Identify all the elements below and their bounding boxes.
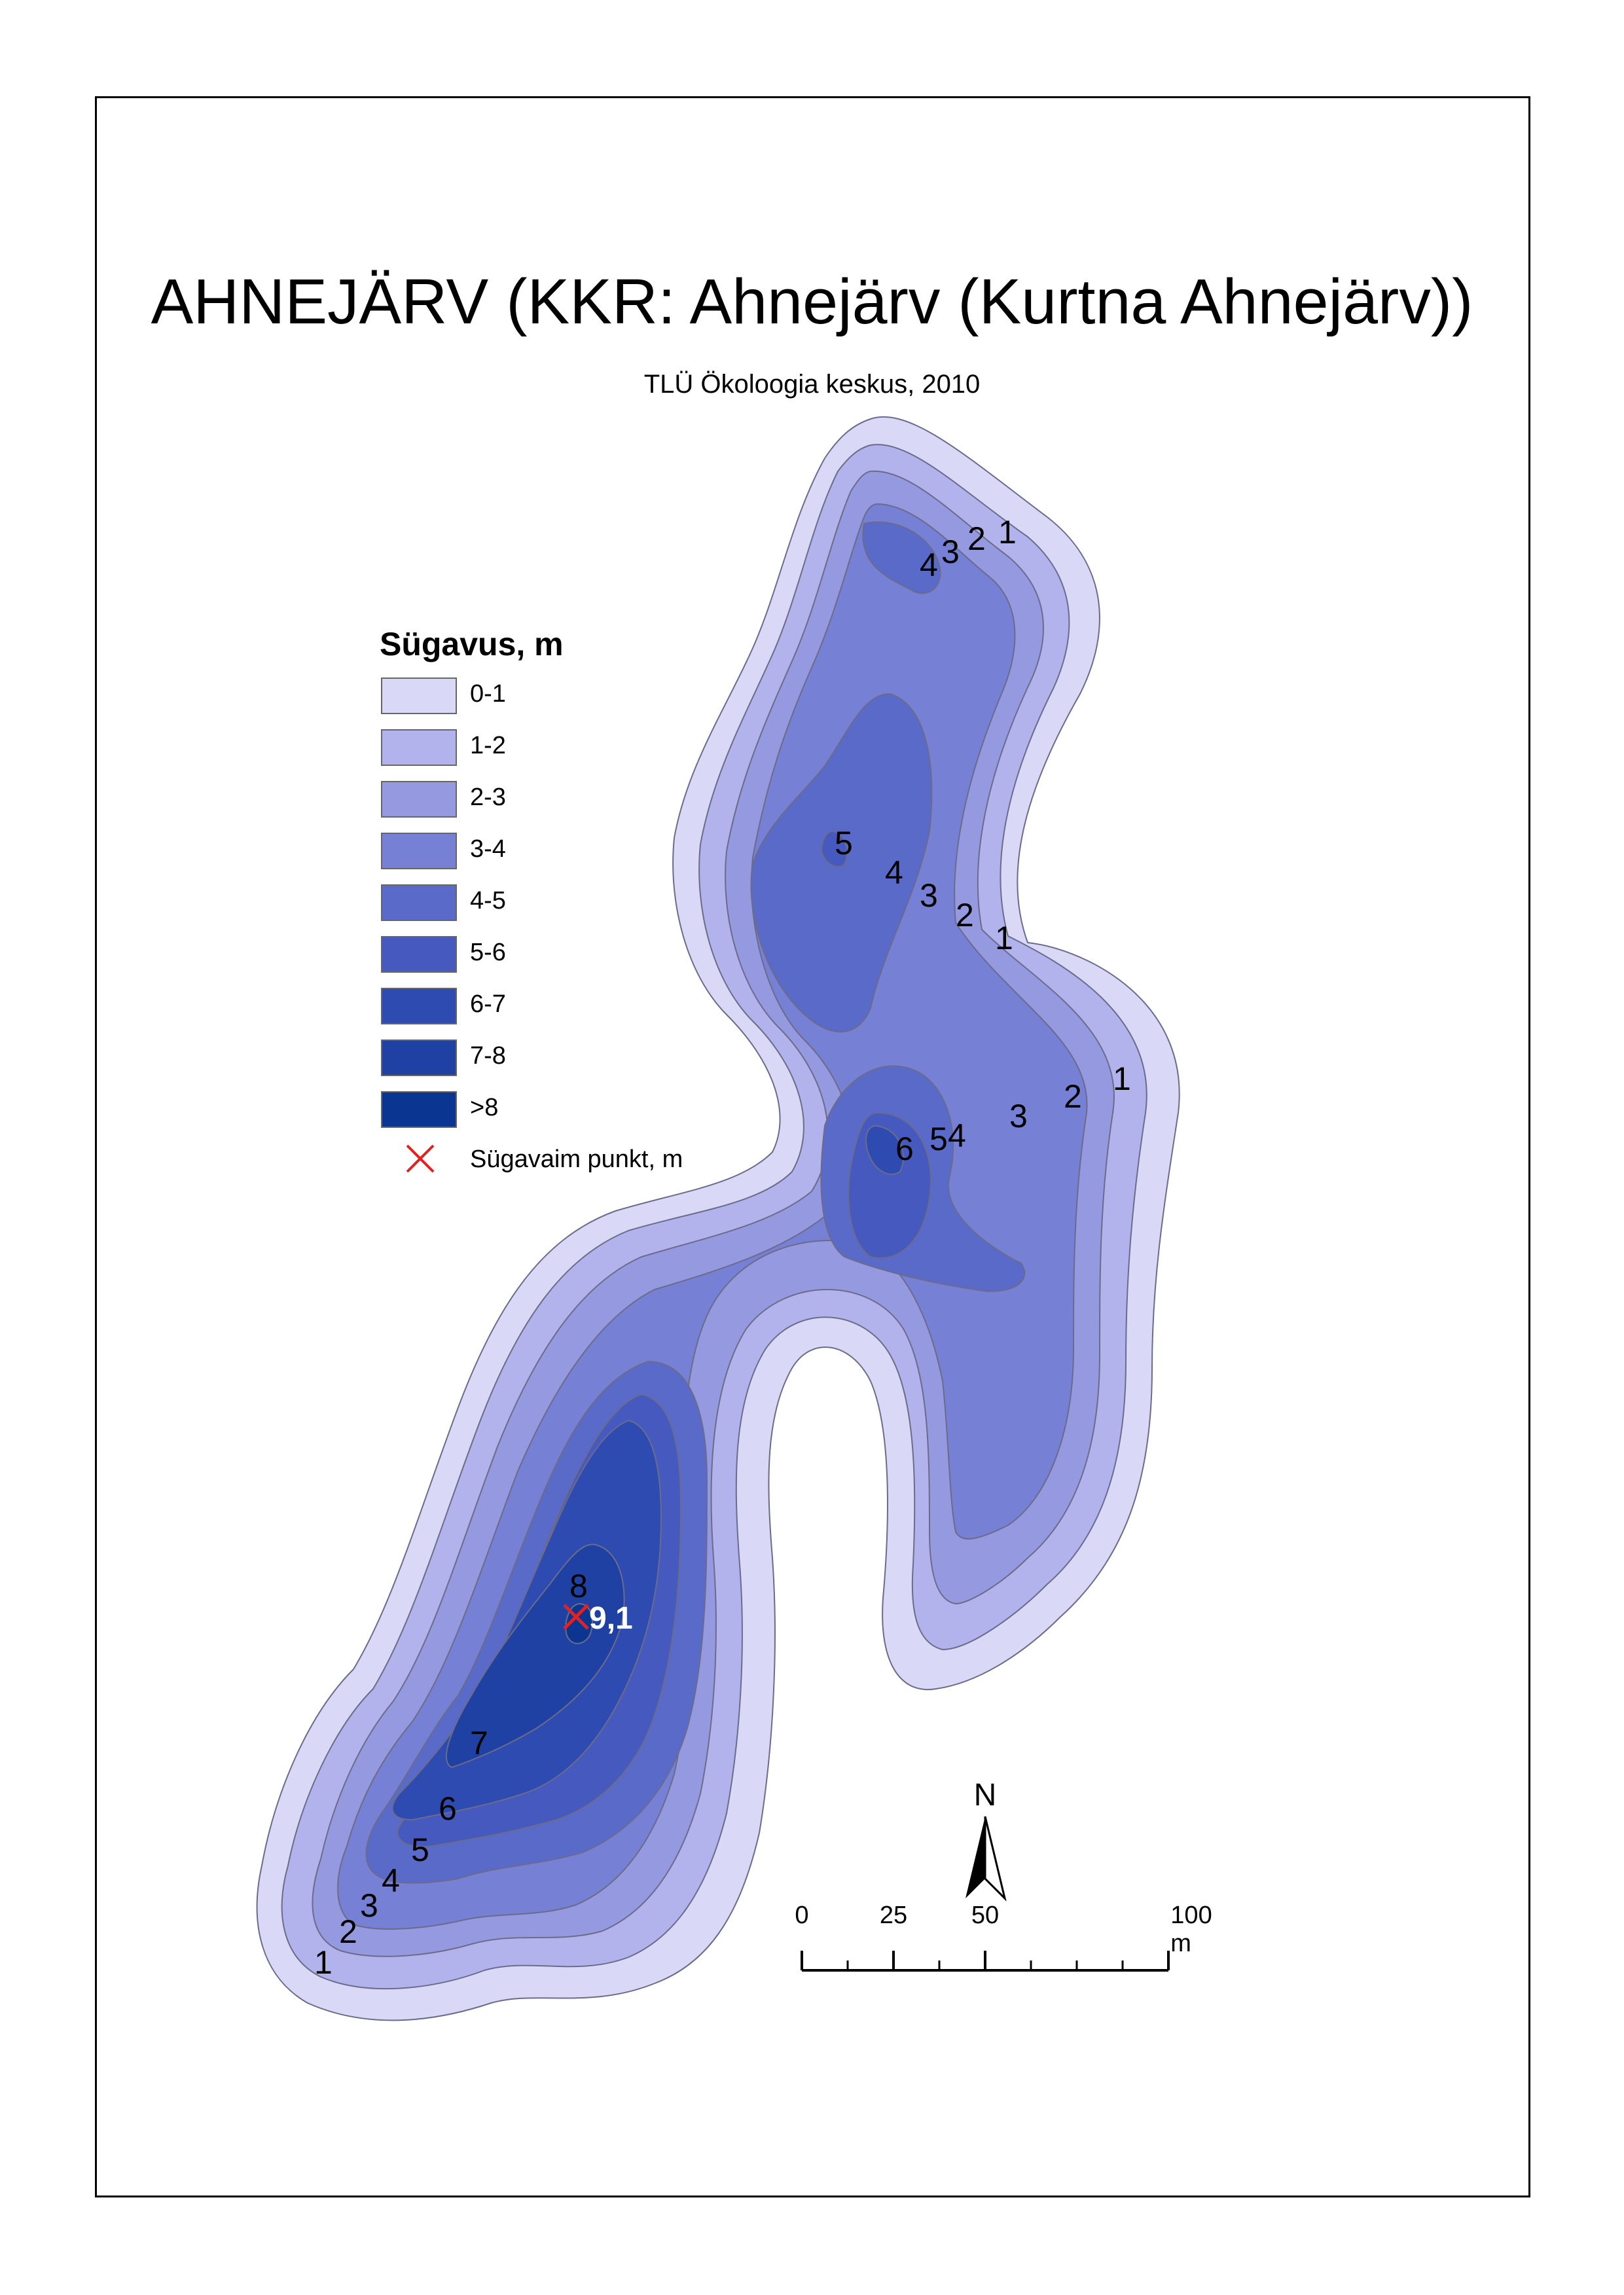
- contour-label: 7: [470, 1725, 488, 1762]
- north-label: N: [973, 1778, 997, 1813]
- contour-label: 6: [439, 1790, 457, 1827]
- contour-label: 3: [941, 533, 960, 570]
- contour-label: 3: [360, 1887, 378, 1924]
- scale-bar-graphic: [801, 1951, 1170, 1972]
- legend-item: 1-2: [373, 729, 740, 781]
- depth-zone-4-5-north: [862, 521, 941, 594]
- legend-label: 2-3: [470, 784, 506, 811]
- depth-legend: Sügavus, m 0-1 1-2 2-3 3-4 4-5 5-6 6-7 7-8 >8 Sü…: [373, 625, 740, 1195]
- legend-label: 4-5: [470, 887, 506, 914]
- legend-label: >8: [470, 1094, 499, 1121]
- depth-zone-7-8: [446, 1544, 625, 1769]
- deepest-point-marker: [563, 1604, 589, 1630]
- contour-label: 1: [995, 920, 1013, 956]
- legend-item: 3-4: [373, 833, 740, 884]
- contour-label: 6: [895, 1130, 914, 1167]
- contour-label: 2: [1064, 1078, 1082, 1115]
- legend-label: 6-7: [470, 990, 506, 1018]
- legend-swatch: [381, 988, 457, 1024]
- legend-swatch: [381, 781, 457, 818]
- legend-swatch: [381, 1039, 457, 1076]
- legend-label: 5-6: [470, 939, 506, 966]
- legend-item: 4-5: [373, 884, 740, 936]
- legend-label: 0-1: [470, 680, 506, 708]
- legend-deepest-label: Sügavaim punkt, m: [470, 1146, 683, 1173]
- contour-label: 4: [920, 547, 938, 583]
- legend-title: Sügavus, m: [380, 626, 564, 662]
- map-subtitle: TLÜ Ökoloogia keskus, 2010: [643, 370, 981, 399]
- scale-bar: 0 25 50 100 m: [772, 1902, 1231, 1980]
- legend-swatch: [381, 678, 457, 714]
- map-title: AHNEJÄRV (KKR: Ahnejärv (Kurtna Ahnejärv…: [151, 266, 1473, 337]
- contour-label: 5: [835, 825, 853, 861]
- legend-swatch: [381, 884, 457, 921]
- legend-swatch: [381, 936, 457, 973]
- north-arrow-icon: [965, 1816, 1007, 1902]
- depth-zone-6-7-east: [865, 1125, 904, 1175]
- contour-label: 4: [885, 854, 903, 891]
- legend-item: 7-8: [373, 1039, 740, 1091]
- legend-label: 7-8: [470, 1042, 506, 1070]
- contour-label: 3: [920, 877, 938, 914]
- legend-deepest-point: Sügavaim punkt, m: [373, 1143, 740, 1195]
- scale-label-25: 25: [879, 1902, 908, 1929]
- contour-label: 2: [967, 520, 986, 557]
- scale-label-0: 0: [795, 1902, 809, 1929]
- legend-item: 2-3: [373, 781, 740, 833]
- map-frame: [95, 96, 1530, 2197]
- contour-label: 4: [382, 1862, 400, 1899]
- legend-label: 3-4: [470, 835, 506, 863]
- scale-label-50: 50: [971, 1902, 1000, 1929]
- contour-label: 5: [929, 1121, 948, 1157]
- contour-label: 2: [339, 1913, 357, 1950]
- legend-swatch: [381, 729, 457, 766]
- contour-label: 5: [411, 1832, 429, 1868]
- contour-label: 1: [998, 514, 1017, 551]
- contour-label: 1: [1113, 1060, 1131, 1097]
- contour-label: 1: [314, 1944, 333, 1981]
- contour-label: 8: [569, 1568, 588, 1604]
- contour-label: 2: [956, 897, 974, 933]
- north-arrow: N: [959, 1777, 1011, 1908]
- legend-item: 0-1: [373, 678, 740, 729]
- scale-label-100: 100 m: [1170, 1902, 1212, 1957]
- deepest-value-label: 9,1: [589, 1601, 633, 1636]
- legend-item: >8: [373, 1091, 740, 1143]
- depth-zone-5-6-middle: [820, 830, 848, 867]
- contour-label: 4: [948, 1117, 966, 1154]
- legend-swatch: [381, 1091, 457, 1128]
- legend-swatch: [381, 833, 457, 869]
- deepest-point-icon: [406, 1144, 435, 1173]
- legend-item: 5-6: [373, 936, 740, 988]
- legend-label: 1-2: [470, 732, 506, 759]
- contour-label: 3: [1009, 1098, 1028, 1134]
- legend-item: 6-7: [373, 988, 740, 1039]
